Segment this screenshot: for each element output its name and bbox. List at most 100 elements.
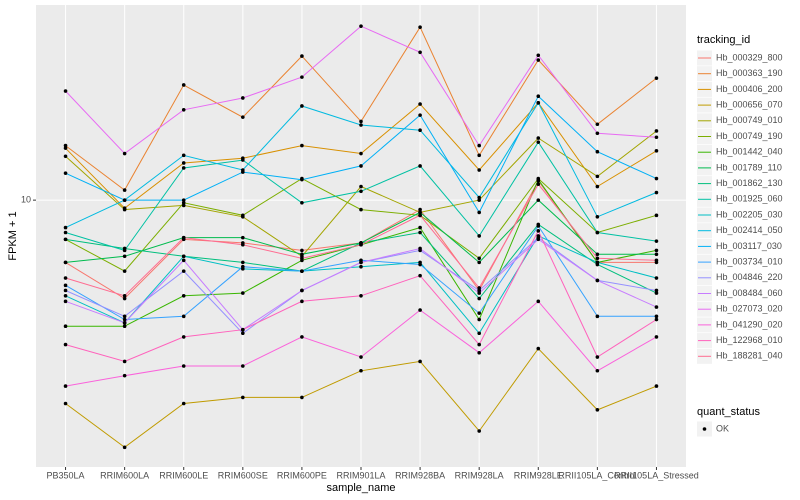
data-point: [418, 213, 422, 218]
data-point: [418, 308, 422, 312]
data-point: [300, 177, 304, 182]
data-point: [63, 89, 68, 93]
point-legend-title: quant_status: [697, 406, 760, 418]
data-point: [241, 395, 245, 400]
x-tick-label: PB350LA: [47, 470, 85, 480]
x-tick-label: RRIM600LE: [159, 470, 208, 480]
data-point: [654, 149, 659, 153]
data-point: [536, 198, 541, 202]
data-point: [63, 299, 68, 304]
data-point: [418, 359, 422, 364]
data-point: [181, 235, 186, 240]
data-point: [63, 171, 68, 175]
data-point: [477, 286, 481, 290]
data-point: [654, 190, 659, 195]
data-point: [418, 25, 422, 29]
y-tick-label: 10: [21, 195, 31, 205]
data-point: [536, 58, 541, 62]
legend-label: Hb_003734_010: [716, 256, 783, 266]
data-point: [359, 264, 363, 269]
data-point: [359, 24, 363, 28]
data-point: [536, 53, 541, 58]
legend-label: Hb_001789_110: [716, 162, 782, 172]
data-point: [122, 269, 127, 273]
data-point: [122, 248, 127, 253]
data-point: [122, 293, 127, 298]
data-point: [536, 224, 541, 228]
data-point: [536, 177, 541, 182]
data-point: [418, 273, 422, 278]
data-point: [241, 170, 245, 174]
y-axis-title: FPKM + 1: [7, 211, 19, 260]
data-point: [477, 350, 481, 355]
legend-label: Hb_000329_800: [716, 52, 783, 62]
data-point: [477, 143, 481, 148]
legend-label: Hb_002414_050: [716, 225, 783, 235]
data-point: [63, 293, 68, 298]
data-point: [241, 260, 245, 265]
data-point: [477, 234, 481, 238]
data-point: [181, 166, 186, 170]
data-point: [536, 229, 541, 233]
data-point: [181, 161, 186, 165]
data-point: [241, 242, 245, 247]
legend-label: Hb_001925_060: [716, 194, 783, 204]
data-point: [359, 260, 363, 265]
data-point: [122, 296, 127, 301]
data-point: [181, 335, 186, 339]
data-point: [418, 102, 422, 106]
data-point: [477, 429, 481, 433]
data-point: [63, 154, 68, 159]
data-point: [654, 335, 659, 339]
data-point: [359, 184, 363, 189]
data-point: [418, 246, 422, 251]
data-point: [477, 260, 481, 265]
data-point: [300, 248, 304, 253]
data-point: [241, 158, 245, 162]
data-point: [595, 149, 600, 154]
data-point: [595, 314, 600, 319]
data-point: [122, 207, 127, 212]
legend-label: Hb_188281_040: [716, 351, 783, 361]
data-point: [181, 401, 186, 406]
data-point: [241, 327, 245, 332]
data-point: [241, 213, 245, 218]
data-point: [477, 153, 481, 158]
data-point: [654, 135, 659, 140]
data-point: [536, 182, 541, 187]
data-point: [122, 198, 127, 202]
data-point: [418, 113, 422, 117]
data-point: [63, 143, 68, 148]
data-point: [595, 256, 600, 261]
data-point: [122, 445, 127, 450]
data-point: [63, 225, 68, 230]
data-point: [63, 146, 68, 150]
x-tick-label: RRII105LA_Stressed: [614, 470, 699, 480]
data-point: [63, 401, 68, 406]
data-point: [63, 384, 68, 388]
data-point: [122, 317, 127, 322]
data-point: [477, 311, 481, 315]
data-point: [63, 276, 68, 280]
data-point: [63, 283, 68, 288]
data-point: [359, 151, 363, 156]
data-point: [359, 119, 363, 124]
data-point: [477, 317, 481, 322]
data-point: [300, 288, 304, 293]
x-tick-label: RRIM928BA: [395, 470, 445, 480]
legend-title: tracking_id: [697, 34, 750, 46]
data-point: [359, 123, 363, 127]
legend-label: Hb_001442_040: [716, 147, 783, 157]
data-point: [654, 76, 659, 80]
data-point: [241, 331, 245, 336]
data-point: [63, 260, 68, 265]
legend-label: Hb_001862_130: [716, 178, 783, 188]
legend-label: Hb_000749_010: [716, 115, 783, 125]
x-tick-label: RRIM600PE: [277, 470, 327, 480]
data-point: [654, 213, 659, 218]
data-point: [300, 75, 304, 79]
legend-label: Hb_000363_190: [716, 68, 783, 78]
x-tick-label: RRIM600SE: [218, 470, 268, 480]
data-point: [418, 210, 422, 215]
x-tick-label: RRIM600LA: [100, 470, 149, 480]
